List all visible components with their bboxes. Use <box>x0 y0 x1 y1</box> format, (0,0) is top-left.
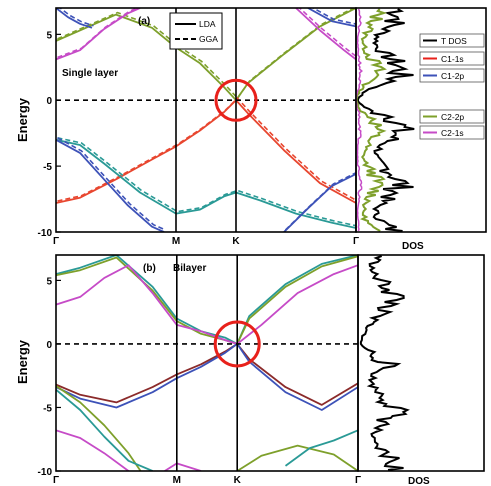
band-line-9 <box>307 8 356 28</box>
band-line-gga-1 <box>57 8 356 100</box>
x-tick-label: Γ <box>355 475 361 486</box>
band-line-gga-3 <box>57 137 356 227</box>
y-tick-label: -10 <box>38 228 53 239</box>
method-legend: LDA GGA <box>169 12 223 50</box>
dos-panel-b <box>357 254 485 472</box>
band-line-5 <box>283 173 356 232</box>
dos-legend-box <box>419 51 485 66</box>
band-line-8 <box>56 429 130 471</box>
x-tick-label: Γ <box>353 236 359 247</box>
y-tick-label: -10 <box>38 467 53 478</box>
dirac-point-highlight-a <box>214 78 258 122</box>
y-ticks-b: 5 0 -5 -10 <box>38 276 61 478</box>
dos-curve-total-b <box>359 255 410 471</box>
dos-panel-a: T DOS C1-1s C1-2p C2-2p C2-1s <box>355 7 487 233</box>
y-axis-title-b: Energy <box>15 339 30 384</box>
dos-legend-label: T DOS <box>441 36 467 46</box>
annotation-a: Single layer <box>62 68 118 79</box>
dos-legend-label: C2-2p <box>441 112 464 122</box>
band-line-4 <box>56 342 358 406</box>
y-tick-label: -5 <box>43 162 52 173</box>
band-line-4 <box>56 139 165 232</box>
x-tick-label: M <box>173 475 181 486</box>
legend-gga-label: GGA <box>199 34 218 44</box>
band-line-1 <box>56 255 358 345</box>
dos-curve-c2-2p <box>356 8 388 232</box>
band-line-gga-8 <box>58 8 94 27</box>
dos-legend-box <box>419 68 485 83</box>
dos-axis-label-top: DOS <box>402 241 424 252</box>
band-line-gga-6 <box>57 8 139 59</box>
panel-label-b: (b) <box>143 263 156 274</box>
panel-a: 5 0 -5 -10 Γ M K Γ (a) Single layer Energy LDA… <box>15 7 487 247</box>
dos-legend-box <box>419 109 485 124</box>
legend-lda-label: LDA <box>199 19 216 29</box>
dos-axis-label-bottom: DOS <box>408 476 430 486</box>
band-line-7 <box>56 389 153 471</box>
x-tick-label: K <box>234 475 242 486</box>
symmetry-lines-b <box>176 255 238 471</box>
x-tick-label: K <box>232 236 240 247</box>
dos-curves-a <box>356 8 415 232</box>
panel-b-bands <box>56 255 358 471</box>
band-line-3 <box>56 264 358 345</box>
y-tick-label: -5 <box>43 403 52 414</box>
band-line-2 <box>56 255 358 345</box>
x-tick-label: M <box>172 236 180 247</box>
dos-frame-a <box>355 7 487 233</box>
dos-frame-b <box>357 254 485 472</box>
band-line-gga-2 <box>57 97 356 202</box>
dos-legend-label: C1-2p <box>441 71 464 81</box>
y-tick-label: 0 <box>46 340 52 351</box>
dos-curve-c2-1s <box>356 8 363 232</box>
y-axis-title-a: Energy <box>15 97 30 142</box>
y-tick-label: 5 <box>46 276 52 287</box>
y-tick-label: 5 <box>46 30 52 41</box>
band-line-gga-9 <box>311 8 356 25</box>
band-line-gga-4 <box>57 137 166 231</box>
dos-curve-total <box>356 8 415 232</box>
dos-legend-label: C2-1s <box>441 128 464 138</box>
dos-legend-a: T DOS C1-1s C1-2p C2-2p C2-1s <box>419 33 485 140</box>
panel-b: 5 0 -5 -10 Γ M K Γ (b) Bilayer Energy <box>15 254 485 486</box>
band-line-11 <box>164 462 202 471</box>
dos-curves-b <box>359 255 410 471</box>
dos-legend-box <box>419 125 485 140</box>
band-line-6 <box>56 8 141 61</box>
band-line-gga-5 <box>284 171 356 231</box>
band-line-7 <box>295 8 356 61</box>
dos-legend-label: C1-1s <box>441 54 464 64</box>
band-line-gga-7 <box>298 8 356 58</box>
panel-a-bands <box>56 8 356 232</box>
band-line-1 <box>56 8 356 102</box>
band-line-5 <box>56 342 358 411</box>
dos-legend-box <box>419 33 485 48</box>
band-line-6 <box>56 385 142 471</box>
band-line-2 <box>56 99 356 204</box>
dirac-point-highlight-b <box>213 320 261 368</box>
band-line-10 <box>284 429 358 467</box>
panel-label-a: (a) <box>138 16 150 27</box>
y-tick-label: 0 <box>46 96 52 107</box>
x-tick-label: Γ <box>53 475 59 486</box>
annotation-b: Bilayer <box>173 263 206 274</box>
band-line-8 <box>56 8 93 29</box>
x-tick-label: Γ <box>53 236 59 247</box>
y-ticks-a: 5 0 -5 -10 <box>38 30 61 239</box>
band-line-9 <box>236 444 358 471</box>
